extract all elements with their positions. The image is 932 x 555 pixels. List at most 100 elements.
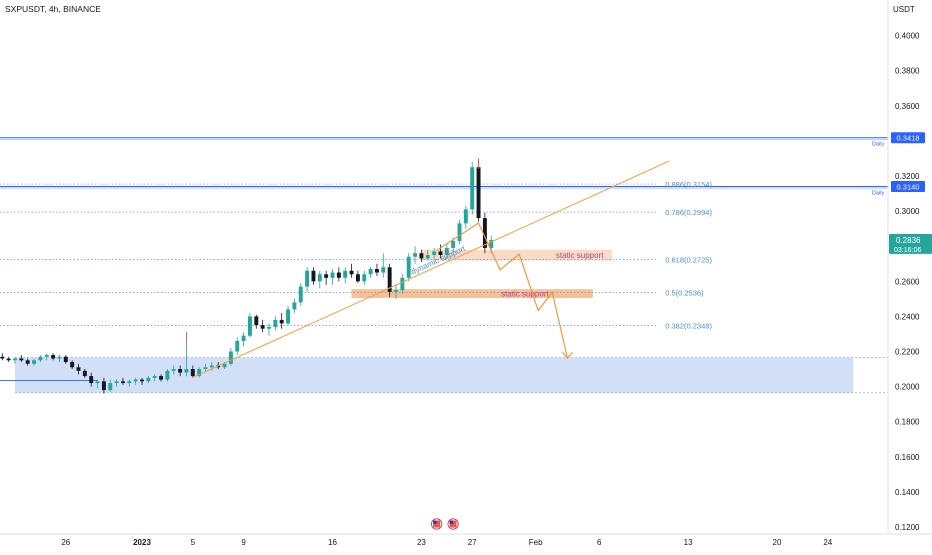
fib-level-label: 0.618(0.2725) <box>665 255 712 264</box>
price-tag-source: Daily <box>872 191 884 197</box>
candle-body <box>374 269 379 273</box>
candle-body <box>317 274 322 282</box>
support-box-label: static support <box>556 251 604 260</box>
candle-body <box>19 358 24 361</box>
candle-body <box>311 270 316 282</box>
fib-level-label: 0.786(0.2994) <box>665 208 712 217</box>
price-tick-label: 0.1400 <box>895 488 920 497</box>
event-flag-icon[interactable] <box>431 518 443 530</box>
event-flag-fill <box>449 520 457 528</box>
candle-body <box>463 209 468 224</box>
price-tick-label: 0.3600 <box>895 102 920 111</box>
candle-body <box>343 270 348 278</box>
projection-path <box>436 222 569 359</box>
candle-body <box>260 325 265 329</box>
price-tag-label: 0.3140 <box>897 183 920 192</box>
candle-body <box>254 316 259 326</box>
symbol-title: SXPUSDT, 4h, BINANCE <box>5 4 101 14</box>
time-tick-label: 9 <box>241 538 246 547</box>
candle-body <box>222 363 227 368</box>
candle-body <box>324 274 329 278</box>
time-tick-label: 27 <box>468 538 477 547</box>
candle-body <box>336 272 341 278</box>
price-tick-label: 0.3200 <box>895 172 920 181</box>
time-tick-label: 2023 <box>133 538 151 547</box>
last-price-countdown: 03:16:06 <box>894 247 921 254</box>
candle-body <box>140 379 144 382</box>
candle-body <box>292 302 297 310</box>
candle-body <box>82 370 87 377</box>
support-box-label: static support <box>501 290 549 299</box>
candle-body <box>355 274 360 282</box>
candle-body <box>101 381 106 391</box>
demand-zone <box>15 357 854 393</box>
candle-body <box>457 223 462 241</box>
price-tick-label: 0.2400 <box>895 312 920 321</box>
candle-body <box>247 316 252 336</box>
candle-body <box>235 340 240 352</box>
time-tick-label: 23 <box>417 538 426 547</box>
candle-body <box>444 247 449 255</box>
price-tag <box>891 132 925 144</box>
price-tag-label: 0.3418 <box>897 134 920 143</box>
time-tick-label: 13 <box>684 538 693 547</box>
time-tick-label: 16 <box>328 538 337 547</box>
candle-body <box>51 355 56 359</box>
candle-body <box>114 381 119 384</box>
candle-body <box>13 358 17 361</box>
candle-body <box>476 167 481 219</box>
candle-body <box>489 239 494 248</box>
price-tick-label: 0.1200 <box>895 523 920 532</box>
candle-body <box>305 270 310 287</box>
price-tick-label: 0.2200 <box>895 348 920 357</box>
candle-body <box>146 377 151 382</box>
time-tick-label: Feb <box>529 538 543 547</box>
last-price-tag <box>889 233 932 254</box>
price-tick-label: 0.3800 <box>895 67 920 76</box>
event-flag-canton <box>449 520 454 524</box>
candle-body <box>171 369 176 371</box>
trendline <box>192 160 670 378</box>
candle-body <box>381 267 386 273</box>
candle-body <box>432 251 437 255</box>
event-flag-fill <box>433 520 441 528</box>
candle-body <box>165 370 170 380</box>
candle-body <box>349 270 354 275</box>
event-flag-canton <box>433 520 437 524</box>
candle-body <box>184 369 189 373</box>
time-tick-label: 5 <box>191 538 196 547</box>
price-tick-label: 0.1800 <box>895 418 920 427</box>
candle-body <box>57 356 62 359</box>
candle-body <box>482 218 487 248</box>
candle-body <box>152 376 157 378</box>
candle-body <box>406 256 411 278</box>
price-tag <box>891 181 925 193</box>
support-box <box>351 289 593 298</box>
fib-level-label: 0.886(0.3154) <box>665 180 712 189</box>
last-price-label: 0.2836 <box>896 236 921 245</box>
candle-body <box>159 376 164 380</box>
candle-body <box>203 367 208 370</box>
candle-body <box>89 376 94 384</box>
candle-body <box>108 383 113 391</box>
time-tick-label: 6 <box>597 538 602 547</box>
time-tick-label: 26 <box>61 538 70 547</box>
candle-body <box>241 335 246 341</box>
projection-arrowhead <box>562 351 573 360</box>
candle-body <box>70 362 75 368</box>
candle-body <box>400 277 405 291</box>
price-tick-label: 0.4000 <box>895 32 920 41</box>
candle-body <box>228 351 233 364</box>
price-tick-label: 0.2000 <box>895 383 920 392</box>
candle-body <box>267 326 271 329</box>
candle-body <box>298 286 303 303</box>
price-tick-label: 0.2600 <box>895 277 920 286</box>
candle-body <box>44 355 49 357</box>
time-tick-label: 24 <box>823 538 832 547</box>
event-flag-icon[interactable] <box>447 518 459 530</box>
candle-body <box>279 319 284 324</box>
price-tick-label: 0.3000 <box>895 207 920 216</box>
candle-body <box>190 369 195 377</box>
